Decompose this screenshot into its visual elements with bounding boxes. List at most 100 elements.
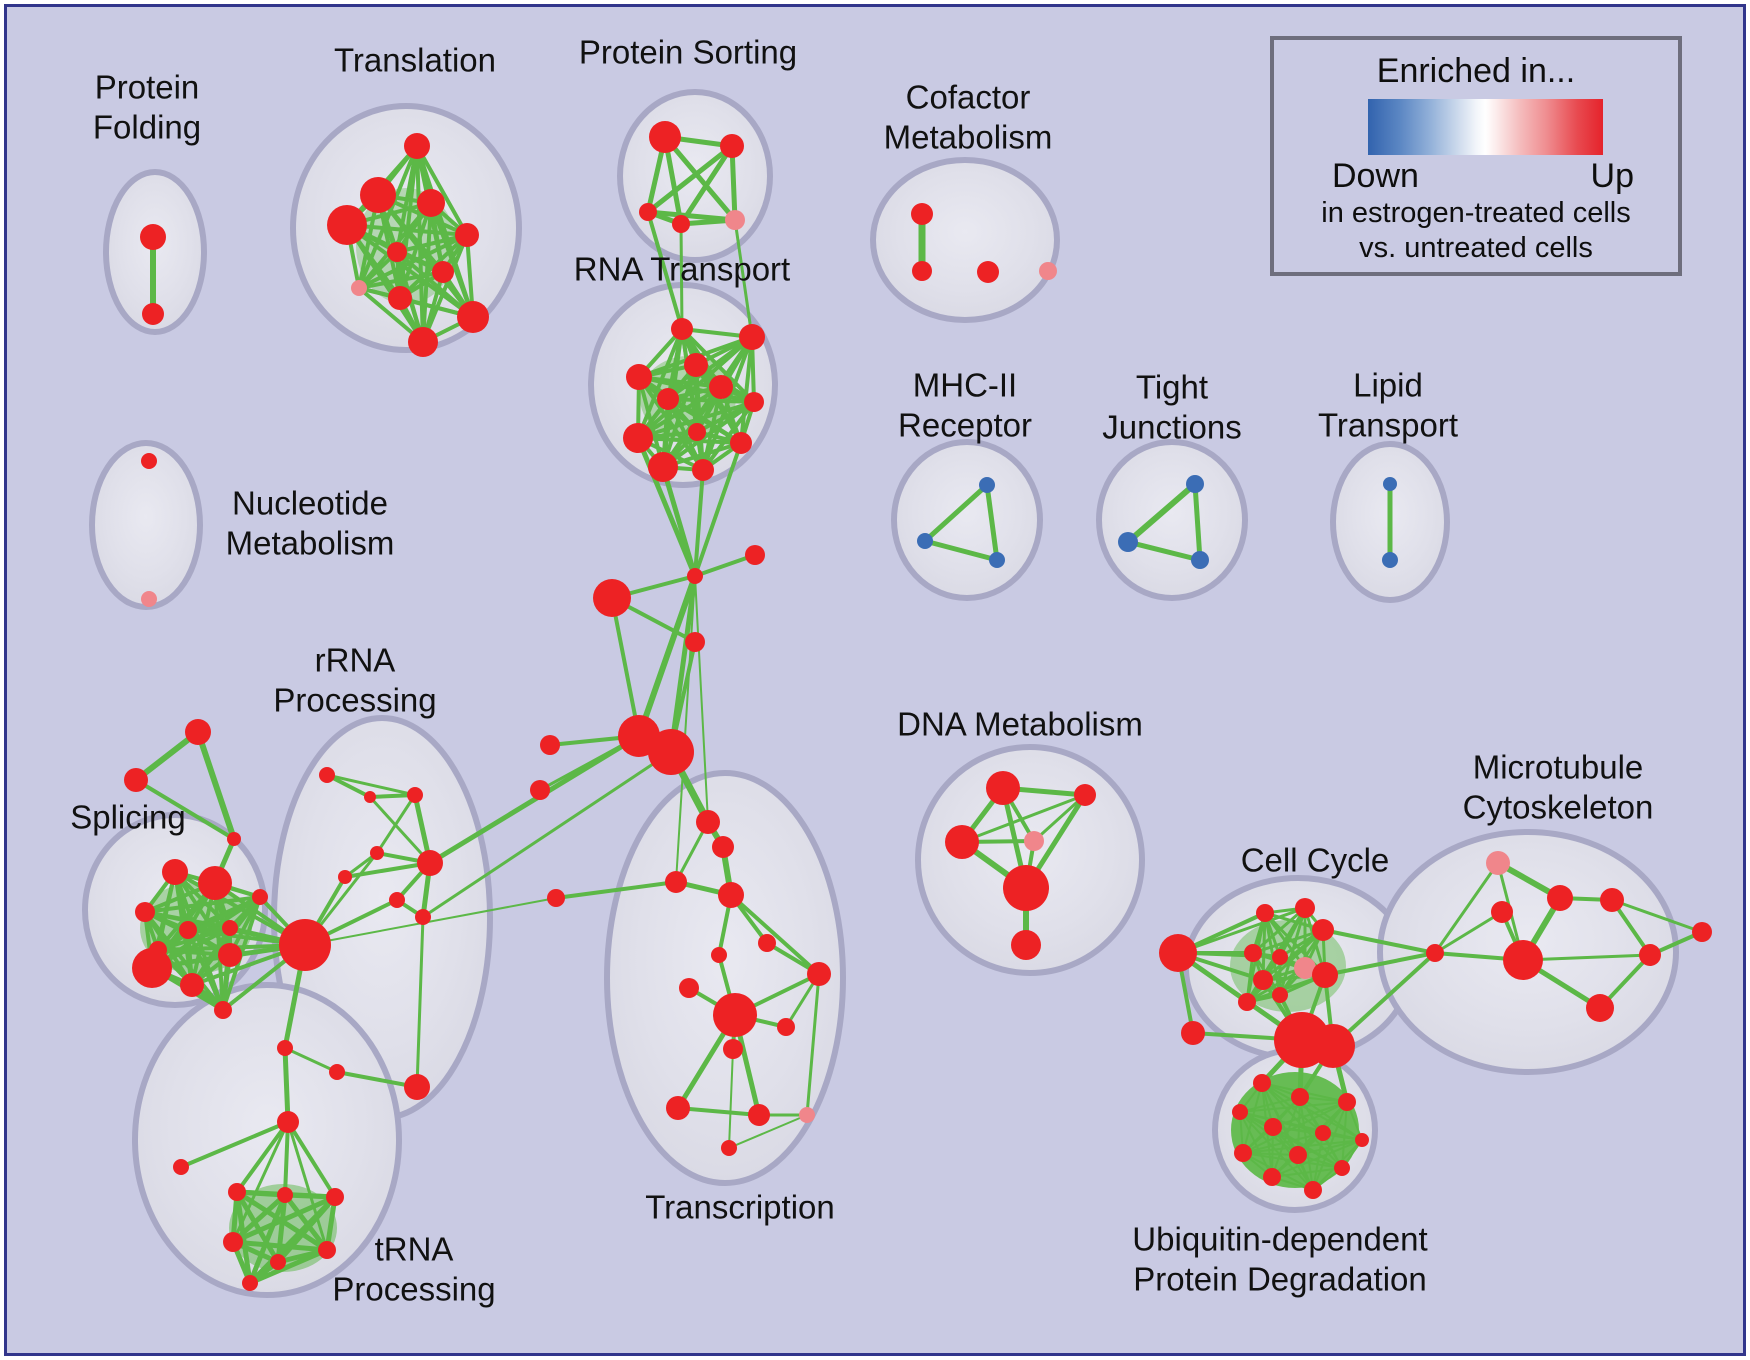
node-108	[1011, 930, 1041, 960]
edge-2	[922, 482, 990, 544]
node-81	[270, 1254, 286, 1270]
node-107	[1003, 865, 1049, 911]
node-135	[1232, 1104, 1248, 1120]
node-72	[404, 1074, 430, 1100]
node-130	[1586, 994, 1614, 1022]
node-82	[242, 1275, 258, 1291]
node-143	[1304, 1181, 1322, 1199]
edge-34	[375, 793, 417, 855]
node-3	[360, 177, 396, 213]
edge-clique-6	[1239, 1101, 1348, 1113]
edge-115	[1433, 861, 1500, 955]
cluster-label-cofactor-metabolism: Cofactor	[906, 79, 1031, 116]
node-8	[432, 261, 454, 283]
node-43	[141, 591, 157, 607]
node-5	[327, 205, 367, 245]
edge-clique-6	[1271, 1101, 1348, 1178]
edge-55	[179, 1120, 290, 1169]
node-29	[688, 423, 706, 441]
edge-46	[335, 1070, 419, 1089]
node-123	[1426, 944, 1444, 962]
edge-83	[729, 893, 821, 976]
edge-32	[368, 795, 432, 865]
cluster-label-mhc-ii-receptor: Receptor	[898, 407, 1032, 444]
node-55	[179, 921, 197, 939]
edge-clique-0	[357, 233, 469, 290]
edge-58	[286, 1120, 337, 1199]
edge-23	[636, 573, 698, 739]
edge-clique-1	[645, 143, 735, 215]
cluster-label-ubiquitin-dependent-protein-degradation: Ubiquitin-dependent	[1132, 1221, 1427, 1258]
node-25	[626, 364, 652, 390]
edge-47	[282, 1045, 291, 1125]
node-97	[777, 1018, 795, 1036]
node-134	[1338, 1093, 1356, 1111]
edge-78	[728, 1048, 734, 1149]
edge-21	[693, 553, 757, 578]
node-22	[671, 318, 693, 340]
node-56	[222, 920, 238, 936]
edge-clique-4	[247, 1194, 338, 1286]
edge-clique-6	[1239, 1111, 1314, 1191]
node-9	[351, 280, 367, 296]
edge-82	[805, 972, 821, 1117]
node-45	[687, 568, 703, 584]
node-98	[723, 1039, 743, 1059]
cluster-label-lipid-transport: Lipid	[1353, 367, 1423, 404]
edge-clique-0	[395, 233, 469, 254]
edge-clique-2	[739, 335, 754, 445]
edge-11	[733, 218, 754, 339]
node-93	[758, 934, 776, 952]
node-67	[338, 870, 352, 884]
edge-clique-5	[1245, 973, 1327, 1004]
node-141	[1334, 1160, 1350, 1176]
edge-clique-4	[230, 1192, 288, 1245]
node-117	[1272, 987, 1288, 1003]
edge-clique-6	[1297, 1139, 1363, 1156]
node-142	[1263, 1168, 1281, 1186]
node-114	[1272, 949, 1288, 965]
cluster-label-transcription: Transcription	[645, 1189, 835, 1226]
edge-clique-6	[1271, 1139, 1363, 1178]
node-78	[326, 1188, 344, 1206]
edge-103	[1176, 906, 1307, 955]
node-37	[1186, 475, 1204, 493]
node-35	[917, 533, 933, 549]
node-133	[1291, 1088, 1309, 1106]
node-139	[1234, 1144, 1252, 1162]
node-2	[404, 133, 430, 159]
cluster-label-translation: Translation	[334, 42, 496, 79]
edge-59	[231, 1120, 290, 1244]
edge-clique-5	[1245, 966, 1307, 1004]
node-64	[364, 791, 376, 803]
node-58	[132, 948, 172, 988]
node-112	[1312, 919, 1334, 941]
edge-7	[1125, 539, 1203, 563]
edge-clique-6	[1242, 1139, 1363, 1154]
node-48	[185, 719, 211, 745]
edge-27	[694, 575, 709, 823]
node-44	[593, 579, 631, 617]
node-18	[911, 203, 933, 225]
edge-clique-4	[282, 1192, 330, 1253]
node-94	[807, 962, 831, 986]
node-21	[1039, 262, 1057, 280]
edge-clique-1	[662, 134, 738, 223]
edge-124	[1521, 953, 1652, 962]
edge-24	[668, 573, 698, 755]
node-113	[1244, 944, 1262, 962]
cluster-label-nucleotide-metabolism: Nucleotide	[232, 485, 388, 522]
node-26	[709, 375, 733, 399]
node-125	[1547, 885, 1573, 911]
edge-30	[325, 773, 417, 797]
node-40	[1383, 477, 1397, 491]
node-122	[1311, 1024, 1355, 1068]
node-30	[623, 423, 653, 453]
cluster-label-microtubule-cytoskeleton: Cytoskeleton	[1463, 789, 1654, 826]
node-17	[725, 210, 745, 230]
node-103	[986, 771, 1020, 805]
node-75	[173, 1159, 189, 1175]
legend-gradient-bar	[1368, 99, 1603, 155]
node-124	[1486, 851, 1510, 875]
edge-57	[283, 1120, 290, 1197]
